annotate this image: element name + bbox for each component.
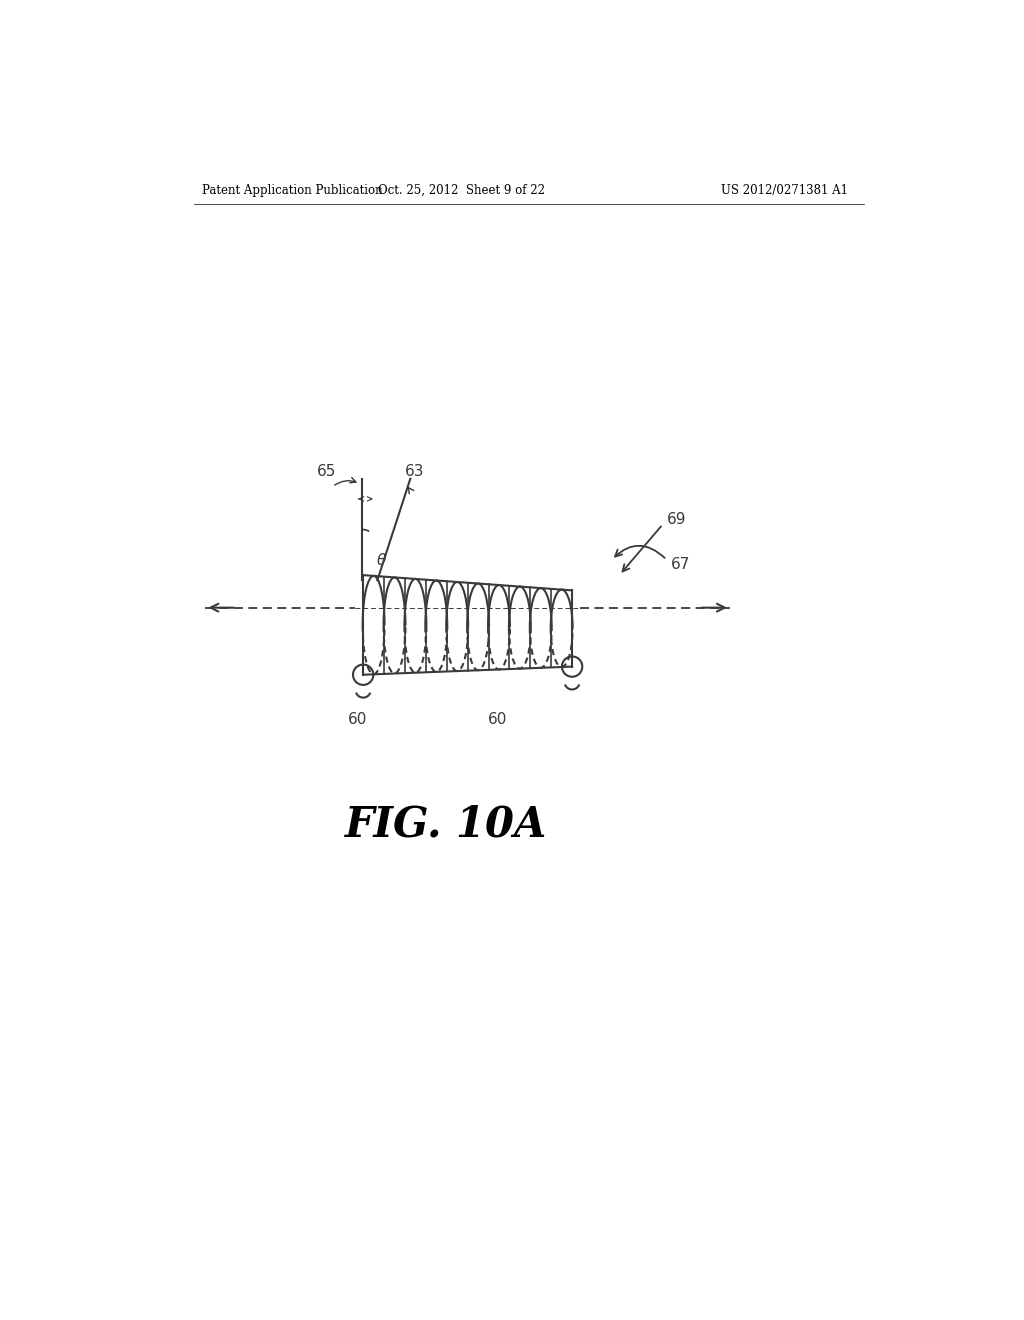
Text: 60: 60: [487, 713, 507, 727]
Text: 60: 60: [348, 713, 368, 727]
Text: 63: 63: [404, 463, 424, 479]
Text: Patent Application Publication: Patent Application Publication: [202, 183, 382, 197]
Text: Oct. 25, 2012  Sheet 9 of 22: Oct. 25, 2012 Sheet 9 of 22: [378, 183, 545, 197]
Text: FIG. 10A: FIG. 10A: [345, 803, 547, 845]
Text: US 2012/0271381 A1: US 2012/0271381 A1: [721, 183, 848, 197]
Text: 69: 69: [667, 512, 686, 527]
Text: 65: 65: [316, 463, 336, 479]
Text: 67: 67: [671, 557, 690, 573]
Text: $\theta$: $\theta$: [376, 552, 387, 568]
